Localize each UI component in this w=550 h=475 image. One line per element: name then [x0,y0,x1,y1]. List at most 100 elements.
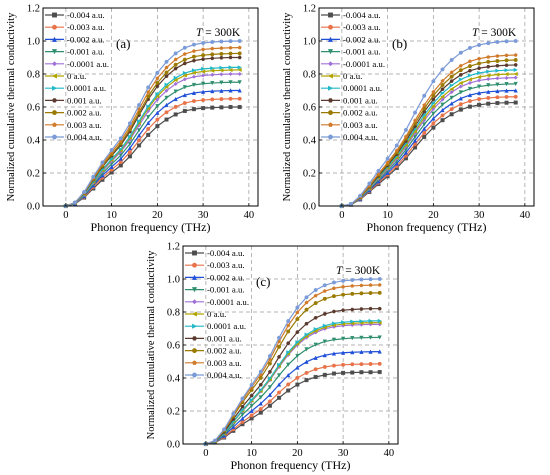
data-point [210,97,215,102]
legend-label: -0.002 a.u. [67,34,105,44]
legend-item: 0.001 a.u. [185,333,242,343]
data-point [495,58,500,63]
data-point [201,57,206,61]
data-point [237,45,242,50]
data-point [322,312,327,316]
data-point [422,103,427,107]
data-point [173,112,178,117]
data-point [322,339,327,344]
data-point [191,74,197,79]
data-point [137,138,142,143]
data-point [394,143,399,148]
data-point [295,365,300,370]
legend-item: -0.001 a.u. [321,47,381,57]
data-point [304,295,309,300]
legend-item: -0.002 a.u. [185,272,245,282]
data-point [368,277,373,282]
data-point [155,70,160,75]
legend-swatch-marker [328,85,334,91]
data-point [155,117,160,122]
data-point [468,59,472,63]
legend-swatch-marker [192,262,197,268]
grid [183,246,398,444]
data-point [350,283,355,288]
data-point [368,361,373,366]
data-point [449,95,454,101]
temperature-annotation: T = 300K [196,27,241,39]
data-point [313,288,318,293]
legend-label: 0.003 a.u. [67,120,102,130]
data-point [146,120,151,125]
x-tick-label: 20 [152,210,163,221]
axis-ticks: 0 10 20 30 40 0.0 0.2 0.4 0.6 0.8 1.0 1.2 [303,4,530,222]
data-point [350,277,355,282]
data-point [449,79,454,83]
legend-item: 0.003 a.u. [45,120,102,130]
temperature-annotation-value: = 300K [478,27,516,39]
data-point [267,376,273,381]
data-point [495,101,500,106]
data-point [249,397,254,403]
data-point [467,64,472,69]
data-point [228,39,233,44]
data-point [191,90,197,95]
data-point [267,403,272,408]
data-point [341,292,346,297]
data-point [504,68,509,73]
y-tick-label: 0.0 [303,202,316,213]
data-point [495,68,500,73]
data-point [267,385,273,390]
legend-swatch-marker [328,122,333,127]
data-point [277,390,282,395]
data-point [286,372,291,378]
data-point [237,80,242,85]
data-point [267,392,273,397]
data-point [513,94,518,99]
y-tick-label: 1.2 [27,4,40,15]
data-point [458,68,463,73]
y-tick-label: 1.2 [167,242,180,253]
data-point [467,73,473,78]
data-point [513,75,518,80]
legend-swatch-marker [328,12,333,18]
legend-swatch-marker [52,98,57,103]
data-point [477,97,482,102]
data-point [155,97,160,102]
data-point [219,72,224,77]
data-point [182,101,187,106]
legend-swatch-marker [192,250,197,256]
data-point [173,62,178,67]
data-point [295,375,300,380]
data-point [486,95,491,100]
data-point [368,335,373,340]
y-tick-label: 0.8 [303,70,316,81]
legend-label: -0.004 a.u. [67,10,105,20]
data-point [200,69,206,74]
legend-swatch-marker [191,287,198,293]
data-point [422,134,427,139]
data-point [377,282,382,287]
data-point [237,105,242,109]
data-point [258,410,263,415]
data-point [155,92,160,97]
data-point [210,68,215,73]
data-point [155,124,160,129]
data-point [440,118,445,123]
data-point [286,329,291,334]
data-point [182,61,187,66]
data-point [340,350,346,355]
data-point [458,96,463,101]
data-point [210,39,215,44]
data-point [341,308,346,312]
data-point [504,94,509,99]
y-tick-label: 0.0 [167,440,180,451]
data-point [440,78,445,83]
data-point [219,46,224,50]
legend-item: -0.003 a.u. [185,260,245,270]
data-point [341,284,346,289]
y-tick-label: 0.2 [303,169,316,180]
data-point [422,122,427,127]
data-point [118,156,123,161]
legend-swatch-marker [52,110,57,116]
data-point [191,68,197,73]
